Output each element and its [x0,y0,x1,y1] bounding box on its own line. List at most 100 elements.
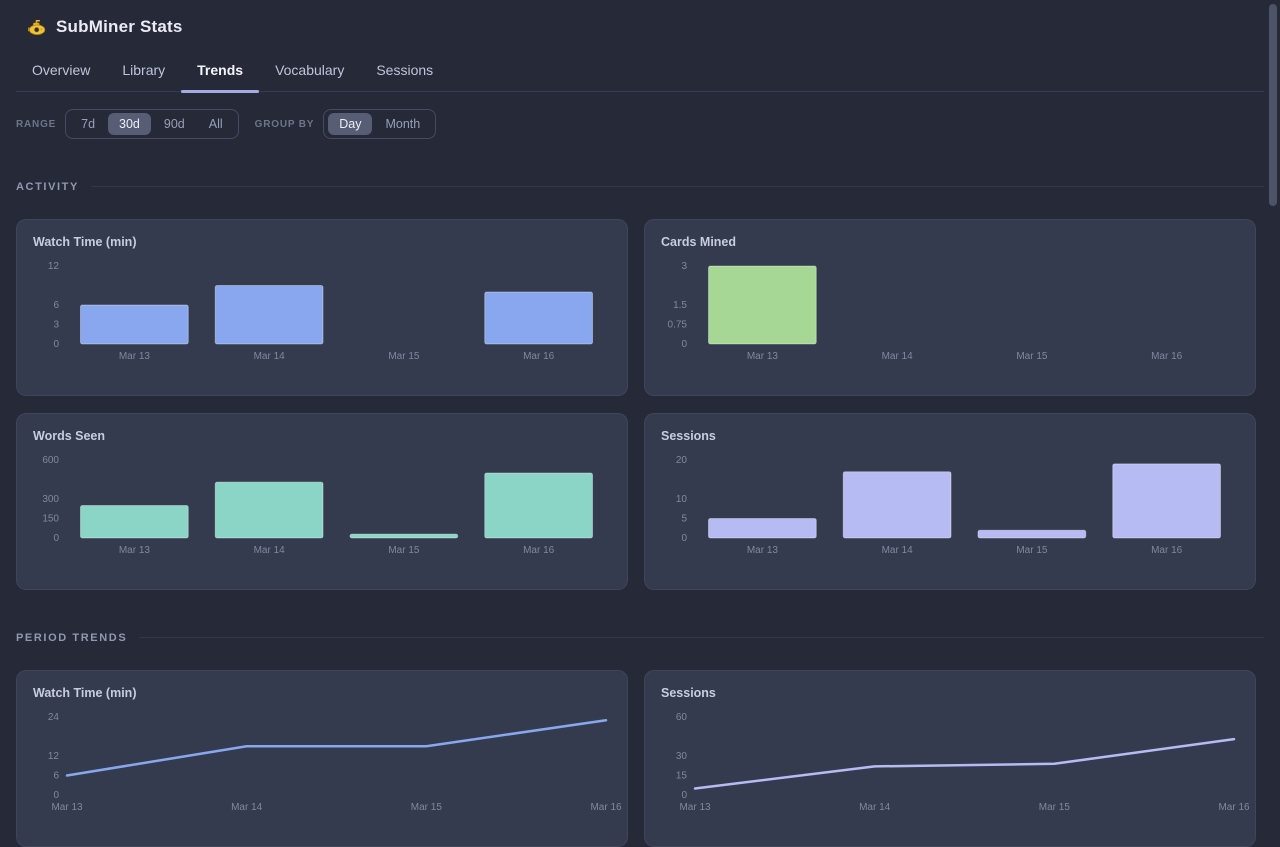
y-axis-tick: 10 [676,494,688,505]
bar-mar-16 [1112,463,1222,539]
bar-mar-16 [484,472,594,539]
tab-vocabulary[interactable]: Vocabulary [275,62,345,78]
y-axis-tick: 0 [681,339,687,350]
bar-mar-14 [214,285,324,345]
x-axis-label: Mar 14 [231,802,263,813]
y-axis-tick: 0 [53,339,59,350]
chart-title: Cards Mined [661,235,737,249]
activity-charts-grid: Watch Time (min) 12 6 3 0 Mar 13 Mar 14 Mar 15 M… [16,219,1264,590]
trend-line-watch-time-min [65,719,608,777]
range-option-all[interactable]: All [208,117,223,131]
chart-card-watch-time-min-bar: Watch Time (min) 12 6 3 0 Mar 13 Mar 14 Mar 15 M… [16,219,628,396]
x-axis-label: Mar 14 [254,545,286,556]
groupby-label: GROUP BY [254,118,315,130]
groupby-option-day[interactable]: Day [328,113,373,135]
y-axis-tick: 300 [42,494,59,505]
x-axis-label: Mar 15 [411,802,443,813]
x-axis-label: Mar 14 [254,351,286,362]
bar-mar-14 [214,481,324,539]
scrollbar-thumb[interactable] [1269,4,1277,206]
bar-mar-13 [79,505,189,539]
tab-sessions[interactable]: Sessions [376,62,434,78]
section-activity: ACTIVITY [16,180,1264,193]
range-option-30d[interactable]: 30d [108,113,151,135]
chart-title: Sessions [661,429,716,443]
y-axis-tick: 6 [53,771,59,782]
x-axis-label: Mar 13 [679,802,711,813]
chart-canvas-watch-time-min: 12 6 3 0 Mar 13 Mar 14 Mar 15 Mar 16 [48,261,594,362]
submarine-icon [27,19,46,36]
x-axis-label: Mar 13 [747,545,779,556]
bar-mar-15 [977,529,1087,539]
y-axis-tick: 12 [48,751,60,762]
app-title: SubMiner Stats [56,17,183,36]
groupby-option-month[interactable]: Month [385,117,421,131]
chart-title: Watch Time (min) [33,686,137,700]
x-axis-label: Mar 15 [1039,802,1071,813]
trend-line-sessions [693,737,1236,790]
y-axis-tick: 15 [676,771,688,782]
y-axis-tick: 0.75 [668,320,688,331]
y-axis-tick: 0 [681,790,687,801]
filter-controls: RANGE 7d 30d 90d All GROUP BY Day Month [16,109,1264,139]
x-axis-label: Mar 13 [119,545,151,556]
y-axis-tick: 20 [676,455,688,466]
x-axis-label: Mar 16 [1151,545,1183,556]
tab-library[interactable]: Library [122,62,166,78]
tab-overview[interactable]: Overview [32,62,91,78]
app-brand: SubMiner Stats [0,0,1280,38]
range-label: RANGE [16,118,57,130]
x-axis-label: Mar 15 [388,545,420,556]
x-axis-label: Mar 15 [1016,545,1048,556]
y-axis-tick: 6 [53,300,59,311]
chart-title: Words Seen [33,429,106,443]
groupby-segmented-control: Day Month [323,109,437,139]
chart-title: Sessions [661,686,716,700]
bar-mar-16 [484,291,594,345]
chart-card-words-seen-bar: Words Seen 600 300 150 0 Mar 13 Mar 14 Mar 15 Ma… [16,413,628,590]
bar-mar-15 [349,533,459,539]
y-axis-tick: 60 [676,712,688,723]
y-axis-tick: 1.5 [673,300,687,311]
x-axis-label: Mar 16 [523,351,555,362]
x-axis-label: Mar 16 [523,545,555,556]
x-axis-label: Mar 15 [1016,351,1048,362]
y-axis-tick: 5 [681,514,687,525]
bar-mar-13 [707,265,817,345]
section-title-activity: ACTIVITY [16,180,79,193]
y-axis-tick: 24 [48,712,60,723]
bar-mar-14 [842,471,952,539]
bar-mar-13 [707,518,817,539]
chart-canvas-sessions: 20 10 5 0 Mar 13 Mar 14 Mar 15 Mar 16 [676,455,1222,556]
x-axis-label: Mar 15 [388,351,420,362]
chart-card-sessions-bar: Sessions 20 10 5 0 Mar 13 Mar 14 Mar 15 Mar 16 [644,413,1256,590]
x-axis-label: Mar 14 [882,545,914,556]
y-axis-tick: 600 [42,455,59,466]
y-axis-tick: 150 [42,514,59,525]
x-axis-label: Mar 13 [51,802,83,813]
y-axis-tick: 30 [676,751,688,762]
section-divider [139,637,1264,638]
chart-card-cards-mined-bar: Cards Mined 3 1.5 0.75 0 Mar 13 Mar 14 Mar 15 Ma… [644,219,1256,396]
section-title-period-trends: PERIOD TRENDS [16,631,128,644]
chart-canvas-words-seen: 600 300 150 0 Mar 13 Mar 14 Mar 15 Mar 16 [42,455,594,556]
y-axis-tick: 0 [53,790,59,801]
section-period-trends: PERIOD TRENDS [16,631,1264,644]
range-segmented-control: 7d 30d 90d All [65,109,239,139]
main-tabs: Overview Library Trends Vocabulary Sessions [16,62,1264,93]
x-axis-label: Mar 16 [590,802,622,813]
range-option-90d[interactable]: 90d [163,117,185,131]
x-axis-label: Mar 13 [747,351,779,362]
chart-title: Watch Time (min) [33,235,137,249]
y-axis-tick: 3 [53,320,59,331]
bar-mar-13 [79,304,189,345]
x-axis-label: Mar 16 [1218,802,1250,813]
section-divider [90,186,1264,187]
tab-trends[interactable]: Trends [181,62,259,93]
y-axis-tick: 0 [681,533,687,544]
range-option-7d[interactable]: 7d [81,117,96,131]
x-axis-label: Mar 13 [119,351,151,362]
